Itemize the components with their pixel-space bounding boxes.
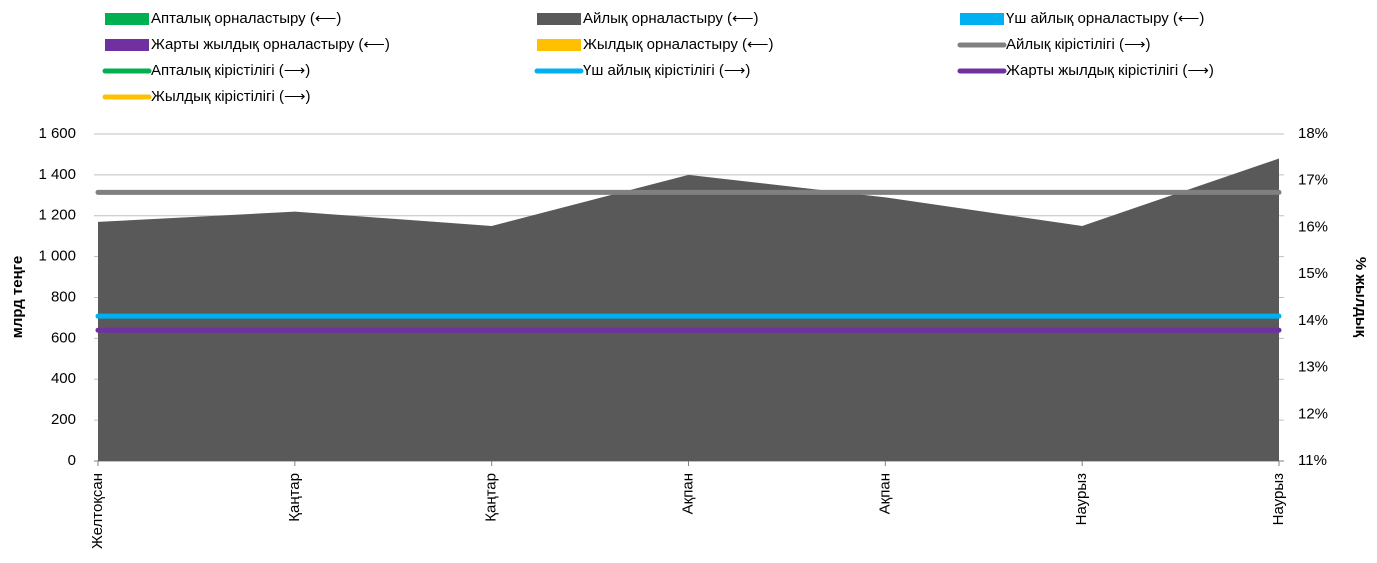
legend-swatch — [960, 13, 1004, 25]
legend-swatch — [105, 39, 149, 51]
legend-label: Жарты жылдық кірістілігі (⟶) — [1006, 62, 1214, 79]
area — [98, 158, 1279, 461]
legend-label: Апталық кірістілігі (⟶) — [151, 62, 310, 79]
legend-label: Жарты жылдық орналастыру (⟵) — [151, 36, 390, 53]
y2-axis-title: % жылдық — [1352, 257, 1369, 338]
x-tick-label: Ақпан — [876, 473, 893, 514]
y-tick-label: 1 600 — [38, 125, 76, 142]
legend-swatch — [105, 13, 149, 25]
y2-tick-label: 14% — [1298, 312, 1328, 329]
legend-swatch — [537, 39, 581, 51]
y2-tick-label: 12% — [1298, 405, 1328, 422]
y-tick-label: 1 400 — [38, 166, 76, 183]
y2-tick-label: 18% — [1298, 125, 1328, 142]
y2-tick-label: 11% — [1298, 452, 1327, 469]
y-tick-label: 1 200 — [38, 207, 76, 224]
y2-tick-label: 15% — [1298, 265, 1328, 282]
y-tick-label: 200 — [51, 411, 76, 428]
legend-label: Апталық орналастыру (⟵) — [151, 10, 341, 27]
legend-label: Үш айлық орналастыру (⟵) — [1006, 10, 1204, 27]
legend-label: Үш айлық кірістілігі (⟶) — [583, 62, 750, 79]
legend-label: Жылдық кірістілігі (⟶) — [151, 88, 310, 105]
legend-label: Айлық орналастыру (⟵) — [583, 10, 759, 27]
x-tick-label: Қаңтар — [286, 473, 303, 522]
y-tick-label: 0 — [68, 452, 76, 469]
y-tick-label: 1 000 — [38, 248, 76, 265]
x-tick-label: Желтоқсан — [89, 473, 106, 549]
legend-label: Жылдық орналастыру (⟵) — [583, 36, 774, 53]
y-tick-label: 600 — [51, 329, 76, 346]
x-tick-label: Ақпан — [679, 473, 696, 514]
y2-tick-label: 17% — [1298, 172, 1328, 189]
y-tick-label: 400 — [51, 370, 76, 387]
x-tick-label: Қаңтар — [483, 473, 500, 522]
legend-label: Айлық кірістілігі (⟶) — [1006, 36, 1150, 53]
y-tick-label: 800 — [51, 288, 76, 305]
y2-tick-label: 16% — [1298, 218, 1328, 235]
y2-tick-label: 13% — [1298, 359, 1328, 376]
x-tick-label: Наурыз — [1073, 473, 1090, 525]
x-tick-label: Наурыз — [1270, 473, 1287, 525]
y-axis-title: млрд теңге — [9, 256, 26, 338]
legend-swatch — [537, 13, 581, 25]
